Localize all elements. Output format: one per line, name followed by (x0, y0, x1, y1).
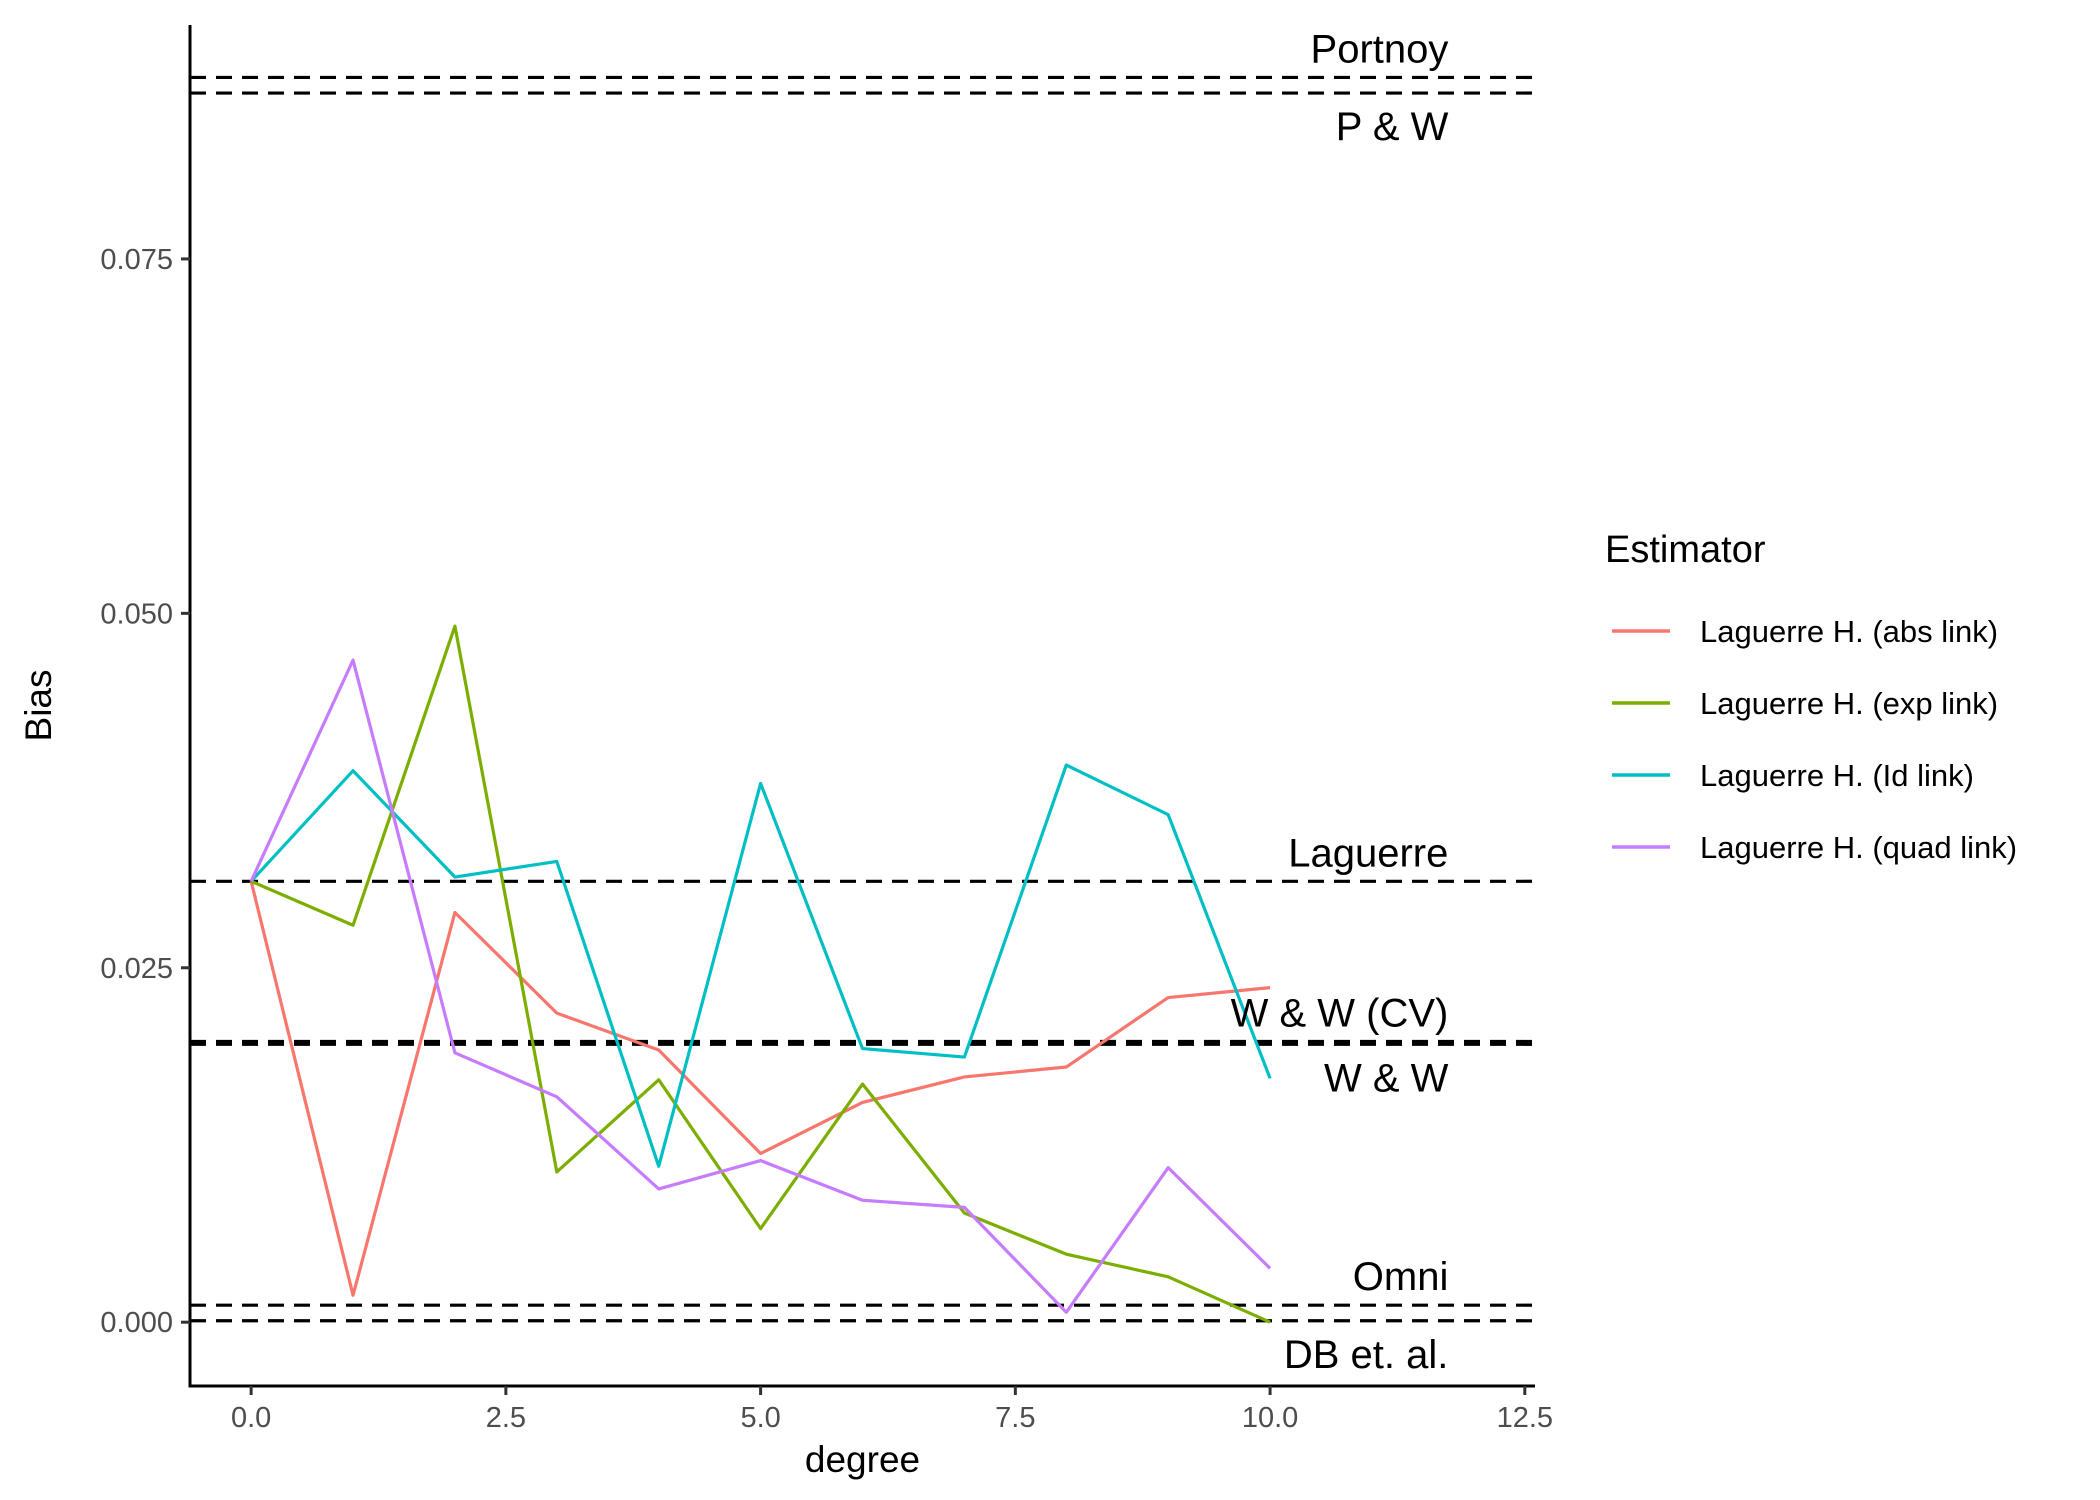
axes: 0.0 2.5 5.0 7.5 10.0 12.5 0.000 0.025 0.050 0.075… (18, 25, 1553, 1480)
y-tick-label: 0.000 (100, 1307, 173, 1339)
legend-title: Estimator (1605, 529, 1766, 571)
reference-label-p-w: P & W (1336, 105, 1449, 149)
reference-label-w-w-cv: W & W (CV) (1231, 991, 1449, 1035)
reference-label-omni: Omni (1353, 1255, 1449, 1299)
reference-label-laguerre: Laguerre (1288, 831, 1448, 875)
legend-label-laguerre-h-exp-link: Laguerre H. (exp link) (1700, 686, 1998, 721)
y-tick-label: 0.025 (100, 953, 173, 985)
legend-label-laguerre-h-quad-link: Laguerre H. (quad link) (1700, 830, 2017, 865)
legend-label-laguerre-h-id-link: Laguerre H. (Id link) (1700, 758, 1974, 793)
x-tick-label: 10.0 (1242, 1402, 1298, 1434)
reference-label-portnoy: Portnoy (1311, 27, 1449, 71)
x-tick-label: 7.5 (995, 1402, 1035, 1434)
series-line-laguerre-h-id-link (249, 763, 1272, 1168)
legend: Estimator Laguerre H. (abs link) Laguerre … (1605, 529, 2017, 865)
x-tick-label: 2.5 (486, 1402, 526, 1434)
x-tick-label: 5.0 (740, 1402, 780, 1434)
series-line-laguerre-h-abs-link (249, 880, 1271, 1297)
y-axis-title: Bias (18, 670, 59, 742)
reference-label-db-et-al: DB et. al. (1284, 1333, 1449, 1377)
y-tick-label: 0.050 (100, 598, 173, 630)
x-axis-title: degree (805, 1439, 920, 1480)
series-line-laguerre-h-quad-link (249, 658, 1272, 1314)
reference-labels: Portnoy P & W Laguerre W & W (CV) W & W Omni D… (1231, 27, 1449, 1376)
reference-label-w-w: W & W (1324, 1056, 1449, 1100)
reference-lines (190, 75, 1535, 1323)
series-lines (249, 624, 1272, 1324)
legend-label-laguerre-h-abs-link: Laguerre H. (abs link) (1700, 614, 1998, 649)
series-line-laguerre-h-exp-link (250, 624, 1271, 1324)
y-tick-label: 0.075 (100, 244, 173, 276)
x-tick-label: 12.5 (1497, 1402, 1553, 1434)
x-tick-label: 0.0 (231, 1402, 271, 1434)
